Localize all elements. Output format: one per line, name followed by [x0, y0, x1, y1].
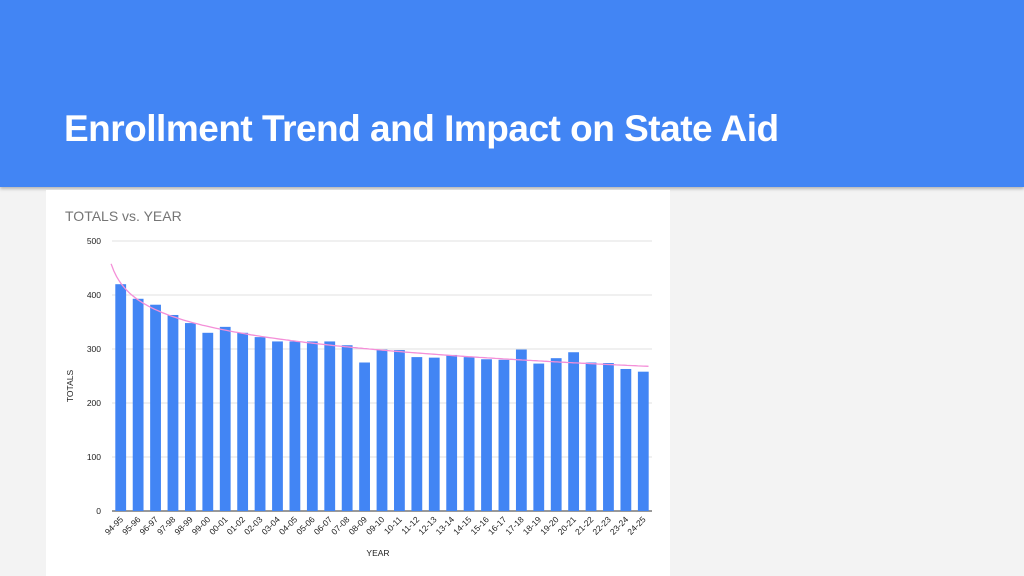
bar	[254, 337, 266, 511]
bar	[463, 357, 475, 511]
x-tick-label: 95-96	[120, 514, 143, 537]
bar	[620, 368, 632, 511]
x-tick-label: 06-07	[312, 514, 335, 537]
x-tick-label: 98-99	[172, 514, 195, 537]
y-tick-label: 500	[87, 236, 101, 246]
x-tick-label: 22-23	[590, 514, 613, 537]
y-tick-label: 0	[96, 506, 101, 516]
x-tick-label: 97-98	[155, 514, 178, 537]
bar	[550, 358, 562, 511]
bar	[446, 354, 458, 511]
bar-chart: TOTALS vs. YEAR 0 100 200 300 400 500 94-9595…	[65, 208, 652, 558]
chart-title: TOTALS vs. YEAR	[65, 208, 182, 224]
x-tick-label: 15-16	[468, 514, 491, 537]
slide-title: Enrollment Trend and Impact on State Aid	[64, 108, 779, 149]
y-tick-label: 200	[87, 398, 101, 408]
chart-card: TOTALS vs. YEAR 0 100 200 300 400 500 94-95 95…	[46, 190, 670, 576]
y-tick-label: 100	[87, 452, 101, 462]
bar	[603, 363, 614, 511]
x-tick-label: 04-05	[277, 514, 300, 537]
x-tick-label: 09-10	[364, 514, 387, 537]
y-tick-label: 300	[87, 344, 101, 354]
bar	[533, 363, 545, 511]
bar	[376, 349, 388, 511]
x-tick-label: 19-20	[538, 514, 561, 537]
x-tick-label: 02-03	[242, 514, 265, 537]
bar	[637, 371, 649, 511]
bar	[585, 362, 597, 511]
bar	[394, 350, 405, 511]
x-tick-label: 17-18	[503, 514, 526, 537]
x-tick-label: 13-14	[434, 514, 457, 537]
bar	[341, 345, 353, 511]
x-tick-label: 23-24	[608, 514, 631, 537]
x-tick-label: 21-22	[573, 514, 596, 537]
x-axis-title: YEAR	[366, 548, 389, 558]
bar	[167, 314, 179, 511]
x-tick-label: 18-19	[521, 514, 544, 537]
bar	[237, 332, 249, 511]
bar	[481, 359, 492, 511]
x-tick-label: 94-95	[103, 514, 126, 537]
bar	[289, 341, 301, 511]
x-tick-label: 01-02	[225, 514, 248, 537]
bar	[324, 341, 336, 511]
x-tick-label: 10-11	[382, 514, 404, 536]
x-tick-label: 16-17	[486, 514, 509, 537]
bar	[202, 332, 214, 511]
bar	[359, 362, 370, 511]
bar	[306, 341, 318, 511]
bar	[498, 359, 510, 511]
bar	[132, 298, 144, 511]
bar	[515, 349, 527, 511]
x-tick-label: 14-15	[451, 514, 474, 537]
x-tick-label: 24-25	[625, 514, 648, 537]
x-tick-label: 05-06	[294, 514, 317, 537]
x-tick-label: 08-09	[347, 514, 370, 537]
x-tick-label: 07-08	[329, 514, 352, 537]
bar	[150, 304, 161, 511]
y-axis-title: TOTALS	[65, 370, 75, 403]
x-tick-label: 03-04	[259, 514, 282, 537]
x-tick-label: 96-97	[138, 514, 161, 537]
bar	[219, 326, 231, 511]
bar	[568, 352, 580, 511]
x-tick-label: 99-00	[190, 514, 213, 537]
x-tick-label: 00-01	[207, 514, 230, 537]
x-tick-label: 20-21	[556, 514, 579, 537]
bar	[428, 357, 440, 511]
trendline	[110, 263, 649, 367]
x-tick-label: 12-13	[416, 514, 439, 537]
bar	[115, 284, 127, 511]
bar	[184, 323, 196, 511]
bar	[272, 341, 283, 511]
title-banner: Enrollment Trend and Impact on State Aid	[0, 0, 1024, 187]
y-tick-label: 400	[87, 290, 101, 300]
bar	[411, 357, 423, 511]
